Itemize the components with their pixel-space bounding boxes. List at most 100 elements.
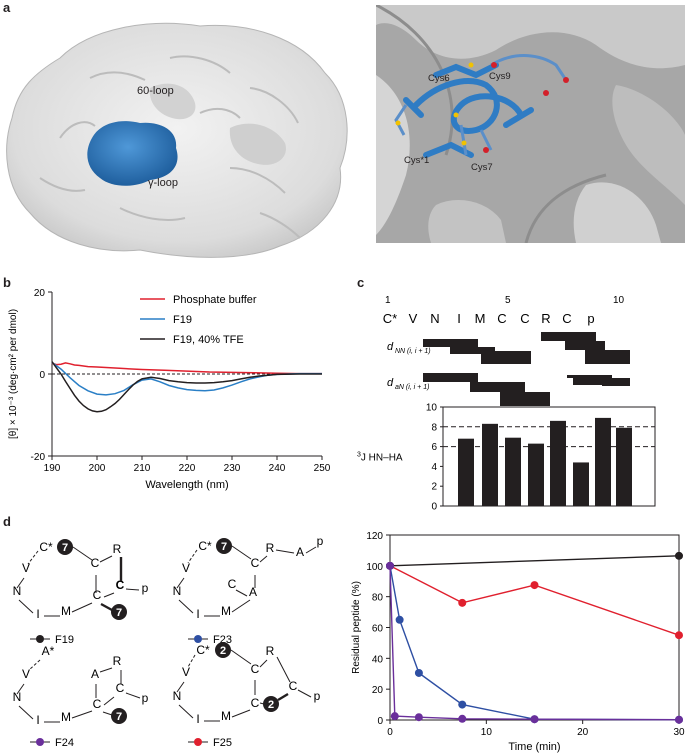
atom-label: C	[93, 697, 102, 711]
atom-label: C	[251, 662, 260, 676]
label-gamma-loop: γ-loop	[148, 177, 178, 189]
j-bar	[482, 423, 498, 506]
atom-label: A*	[42, 644, 55, 658]
bond	[27, 550, 39, 565]
data-point-F23	[458, 700, 467, 709]
panel-label-b: b	[3, 275, 11, 290]
atom-label: R	[113, 542, 122, 556]
x-tick-label: 0	[387, 727, 393, 738]
atom-label: V	[22, 667, 30, 681]
y-tick-label: 120	[366, 531, 383, 542]
atom-label: C	[116, 578, 125, 592]
atom-label: p	[142, 691, 149, 705]
data-point-F24	[414, 713, 423, 722]
j-y-tick-label: 0	[431, 502, 437, 513]
label-60-loop: 60-loop	[137, 85, 174, 97]
atom-label: C	[251, 696, 260, 710]
atom-label: C	[91, 556, 100, 570]
bond	[187, 654, 196, 668]
dnn-label: d NN (i, i + 1)	[387, 341, 431, 355]
y-tick-label: -20	[31, 452, 46, 463]
structure-name: F25	[213, 737, 232, 749]
series-line-F24	[389, 565, 680, 721]
x-axis-label: Time (min)	[508, 741, 560, 753]
x-tick-label: 30	[673, 727, 685, 738]
sequence-residue: C*	[383, 311, 397, 326]
atom-label: R	[266, 541, 275, 555]
x-tick-label: 190	[44, 463, 61, 474]
bond	[103, 696, 115, 706]
x-tick-label: 240	[269, 463, 286, 474]
y-tick-label: 0	[377, 716, 383, 727]
bond	[102, 711, 113, 716]
y-axis-label: Residual peptide (%)	[351, 581, 362, 674]
bond	[100, 602, 113, 612]
atom-label: I	[196, 712, 199, 726]
series-line-F25	[389, 565, 680, 636]
bond	[297, 689, 312, 698]
y-tick-label: 0	[39, 370, 45, 381]
atom-label: C	[116, 681, 125, 695]
dnn-bars	[423, 332, 630, 364]
bond	[230, 649, 252, 665]
atom-label: C	[228, 577, 237, 591]
x-tick-label: 210	[134, 463, 151, 474]
bond	[178, 599, 194, 614]
data-point-F24	[386, 561, 394, 570]
crosslinker-badge	[215, 642, 231, 658]
bond	[99, 555, 113, 563]
dan-label-main: d	[387, 377, 394, 389]
bond	[176, 681, 185, 693]
atom-label: p	[317, 534, 324, 548]
panel-label-c: c	[357, 275, 365, 290]
bond	[259, 702, 265, 705]
bond	[187, 549, 198, 564]
crosslinker-number: 7	[116, 607, 122, 619]
x-tick-label: 200	[89, 463, 106, 474]
atom-label: N	[13, 690, 22, 704]
data-point-F24	[675, 715, 683, 724]
bond	[99, 667, 113, 673]
atom-label: I	[36, 713, 39, 727]
series-line-1	[51, 361, 322, 396]
y-tick-label: 20	[372, 685, 384, 696]
atom-label: R	[113, 654, 122, 668]
atom-label: M	[61, 710, 71, 724]
y-tick-label: 60	[372, 624, 384, 635]
seq-number-1: 1	[385, 295, 391, 306]
atom-label: A	[296, 545, 304, 559]
atom-label: V	[182, 665, 190, 679]
y-tick-label: 100	[366, 562, 383, 573]
data-point-F23	[414, 668, 423, 677]
bond	[178, 704, 194, 719]
label-cys7: Cys7	[471, 162, 493, 173]
j-bar	[528, 443, 544, 506]
legend-marker	[36, 738, 44, 746]
j-bar	[595, 417, 611, 506]
atom-label: C*	[198, 539, 212, 553]
bond	[16, 683, 25, 695]
crosslinker-number: 2	[220, 645, 226, 657]
peptide-closeup-image: Cys6 Cys9 Cys*1 Cys7	[376, 5, 685, 243]
data-point-F23	[395, 615, 404, 624]
j-y-tick-label: 6	[431, 442, 437, 453]
label-cys9: Cys9	[489, 71, 511, 82]
y-axis-label: [θ] × 10⁻³ (deg·cm² per dmol)	[8, 309, 19, 439]
y-tick-label: 40	[372, 654, 384, 665]
data-point-F24	[530, 715, 539, 724]
legend-marker	[194, 635, 202, 643]
bond	[277, 692, 289, 702]
plot-frame	[389, 534, 680, 721]
bond	[231, 545, 252, 560]
x-tick-label: 230	[224, 463, 241, 474]
crosslinker-badge	[111, 604, 127, 620]
crosslinker-number: 7	[62, 542, 68, 554]
bond	[305, 546, 317, 554]
atom-label: A	[91, 667, 99, 681]
atom-label: I	[36, 607, 39, 621]
series-line-F19	[389, 555, 680, 567]
legend-marker	[36, 635, 44, 643]
